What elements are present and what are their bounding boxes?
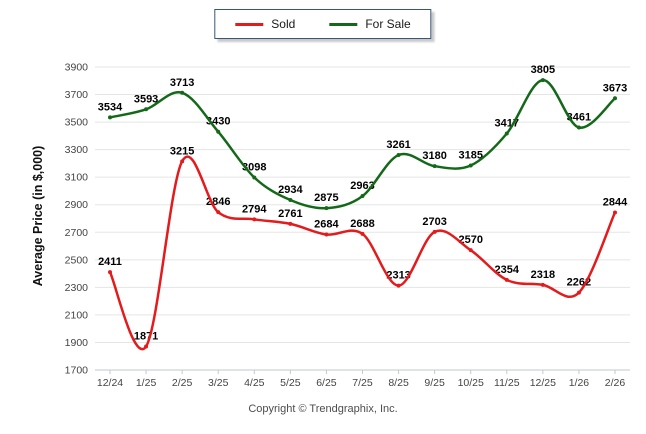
svg-text:2/26: 2/26 xyxy=(605,377,626,389)
legend-label-sold: Sold xyxy=(271,17,296,31)
svg-text:2700: 2700 xyxy=(65,227,89,239)
for-sale-data-labels: 3534359337133430309829342875296332613180… xyxy=(98,64,627,204)
x-tick-labels: 12/24 1/25 2/25 3/25 4/25 5/25 6/25 7/25 8/25 9/2… xyxy=(97,377,626,389)
copyright-text: Copyright © Trendgraphix, Inc. xyxy=(248,403,398,415)
svg-text:12/25: 12/25 xyxy=(530,377,556,389)
svg-text:5/25: 5/25 xyxy=(280,377,301,389)
svg-text:10/25: 10/25 xyxy=(458,377,484,389)
svg-text:2794: 2794 xyxy=(242,203,267,215)
svg-text:8/25: 8/25 xyxy=(388,377,409,389)
svg-text:2100: 2100 xyxy=(65,309,89,321)
svg-text:3534: 3534 xyxy=(98,101,123,113)
svg-text:3215: 3215 xyxy=(170,145,194,157)
svg-text:2934: 2934 xyxy=(278,184,303,196)
svg-text:3500: 3500 xyxy=(65,117,89,129)
svg-text:11/25: 11/25 xyxy=(494,377,520,389)
svg-text:3593: 3593 xyxy=(134,93,158,105)
svg-text:3180: 3180 xyxy=(422,150,446,162)
sold-point-markers xyxy=(108,159,617,349)
svg-text:2354: 2354 xyxy=(495,264,520,276)
x-ticks xyxy=(109,370,616,374)
svg-text:3805: 3805 xyxy=(531,64,555,76)
svg-text:1/25: 1/25 xyxy=(136,377,157,389)
svg-text:2313: 2313 xyxy=(386,270,410,282)
svg-text:2411: 2411 xyxy=(98,256,122,268)
for-sale-line-swatch xyxy=(329,22,358,26)
svg-text:3673: 3673 xyxy=(603,82,627,94)
svg-text:9/25: 9/25 xyxy=(424,377,445,389)
svg-text:2570: 2570 xyxy=(458,234,482,246)
svg-text:1900: 1900 xyxy=(65,337,89,349)
legend: Sold For Sale xyxy=(214,9,432,39)
svg-text:3100: 3100 xyxy=(65,172,89,184)
svg-text:2684: 2684 xyxy=(314,218,339,230)
svg-text:2500: 2500 xyxy=(65,254,89,266)
svg-text:3185: 3185 xyxy=(458,149,482,161)
legend-label-for-sale: For Sale xyxy=(365,17,411,31)
svg-text:6/25: 6/25 xyxy=(316,377,337,389)
svg-text:2703: 2703 xyxy=(422,216,446,228)
svg-text:3300: 3300 xyxy=(65,144,89,156)
svg-text:2875: 2875 xyxy=(314,192,338,204)
svg-text:7/25: 7/25 xyxy=(352,377,373,389)
y-tick-labels: 1700 1900 2100 2300 2500 2700 2900 3100 3300 3500… xyxy=(65,62,89,377)
svg-text:2900: 2900 xyxy=(65,199,89,211)
sold-series-line xyxy=(108,155,617,351)
svg-text:3900: 3900 xyxy=(65,62,89,74)
svg-text:1700: 1700 xyxy=(65,365,89,377)
svg-text:1/26: 1/26 xyxy=(569,377,590,389)
svg-text:3700: 3700 xyxy=(65,89,89,101)
legend-item-sold: Sold xyxy=(235,17,295,31)
svg-text:3713: 3713 xyxy=(170,77,194,89)
svg-text:3/25: 3/25 xyxy=(208,377,229,389)
svg-text:12/24: 12/24 xyxy=(97,377,123,389)
svg-text:2318: 2318 xyxy=(531,269,555,281)
svg-text:4/25: 4/25 xyxy=(244,377,265,389)
line-chart: 1700 1900 2100 2300 2500 2700 2900 3100 3300 3500… xyxy=(0,55,646,405)
svg-text:2761: 2761 xyxy=(278,208,302,220)
for-sale-point-markers xyxy=(108,78,617,211)
svg-text:1871: 1871 xyxy=(134,330,158,342)
legend-item-for-sale: For Sale xyxy=(329,17,411,31)
svg-text:2844: 2844 xyxy=(603,196,628,208)
svg-text:3461: 3461 xyxy=(567,111,591,123)
sold-line-swatch xyxy=(235,22,264,26)
chart-svg: 1700 1900 2100 2300 2500 2700 2900 3100 3300 3500… xyxy=(65,62,630,389)
svg-text:2300: 2300 xyxy=(65,282,89,294)
svg-text:3261: 3261 xyxy=(386,139,410,151)
svg-text:2/25: 2/25 xyxy=(172,377,193,389)
svg-text:2688: 2688 xyxy=(350,218,374,230)
